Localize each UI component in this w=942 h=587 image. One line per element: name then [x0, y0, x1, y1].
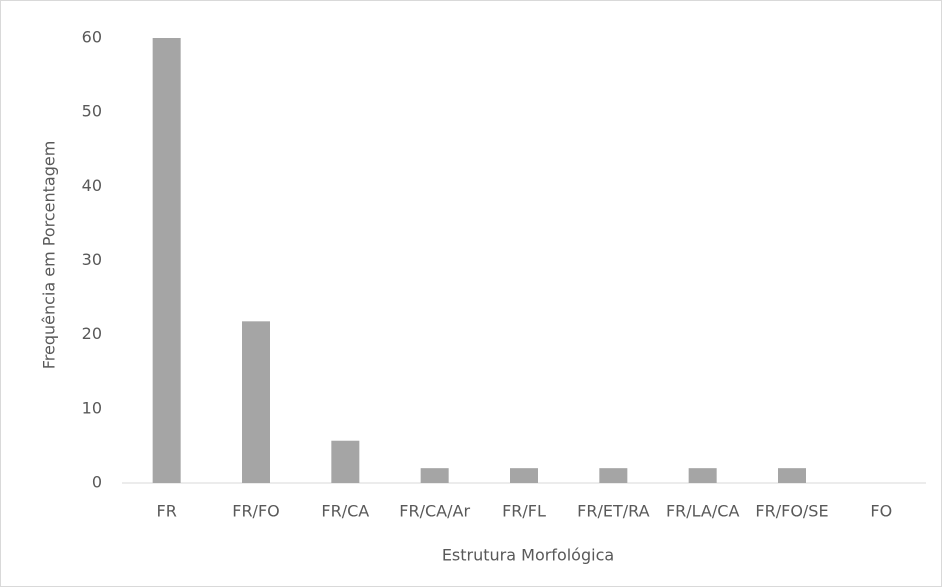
- x-tick-label: FR: [157, 502, 177, 521]
- x-tick-label: FR/FO/SE: [755, 502, 828, 521]
- bar: [778, 468, 806, 483]
- bar: [331, 440, 360, 483]
- y-tick-label: 10: [82, 398, 102, 417]
- y-tick-label: 40: [82, 176, 102, 195]
- bar: [420, 468, 449, 483]
- bar: [510, 468, 538, 483]
- bar: [688, 468, 717, 483]
- x-tick-label: FR/ET/RA: [577, 502, 649, 521]
- bar: [599, 468, 628, 483]
- x-tick-label: FO: [870, 502, 892, 521]
- y-tick-label: 0: [92, 473, 102, 492]
- y-tick-label: 50: [82, 102, 102, 121]
- x-tick-label: FR/CA: [321, 502, 369, 521]
- y-tick-label: 30: [82, 250, 102, 269]
- y-tick-label: 60: [82, 28, 102, 47]
- y-axis-label: Frequência em Porcentagem: [40, 141, 59, 370]
- x-tick-label: FR/FO: [232, 502, 280, 521]
- x-tick-label: FR/CA/Ar: [399, 502, 470, 521]
- x-tick-label: FR/FL: [502, 502, 546, 521]
- y-tick-label: 20: [82, 324, 102, 343]
- bar: [242, 321, 270, 483]
- x-axis-label: Estrutura Morfológica: [442, 546, 614, 565]
- bar: [152, 38, 181, 483]
- x-tick-label: FR/LA/CA: [666, 502, 740, 521]
